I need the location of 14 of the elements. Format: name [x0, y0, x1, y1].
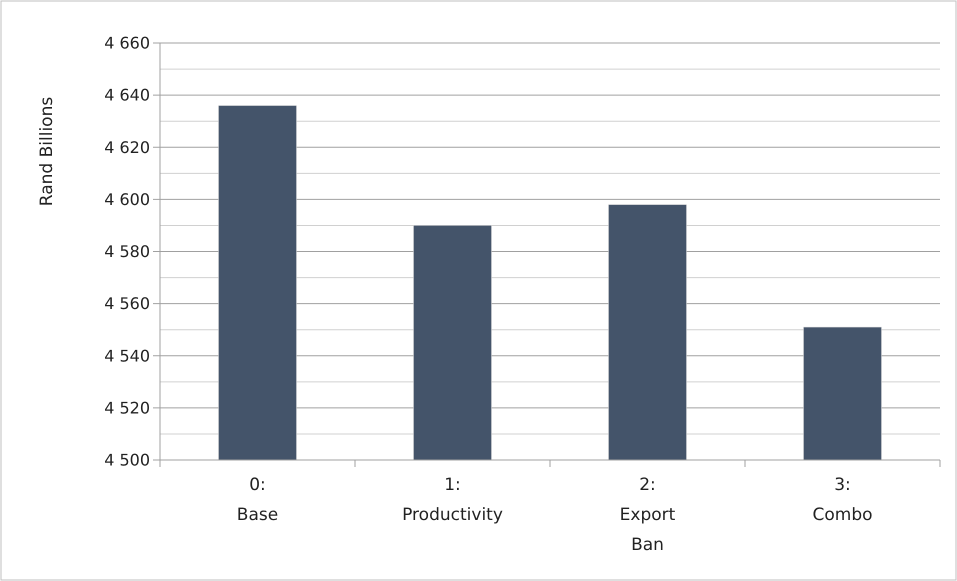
y-tick-label: 4 520: [104, 398, 150, 418]
x-tick-label: 3: Combo: [812, 475, 873, 525]
y-tick-label: 4 580: [104, 242, 150, 262]
y-tick-label: 4 500: [104, 450, 150, 470]
y-tick-label: 4 620: [104, 138, 150, 157]
y-tick-label: 4 560: [104, 294, 150, 314]
x-tick-label: 0: Base: [236, 475, 278, 525]
y-tick-label: 4 660: [104, 34, 150, 53]
y-tick-label: 4 540: [104, 346, 150, 366]
x-tick-label: 1: Productivity: [402, 475, 503, 525]
x-tick-label: 2: Export Ban: [620, 475, 676, 555]
y-tick-label: 4 640: [104, 86, 150, 105]
y-tick-label: 4 600: [104, 190, 150, 209]
y-axis-title: Rand Billions: [37, 96, 57, 206]
